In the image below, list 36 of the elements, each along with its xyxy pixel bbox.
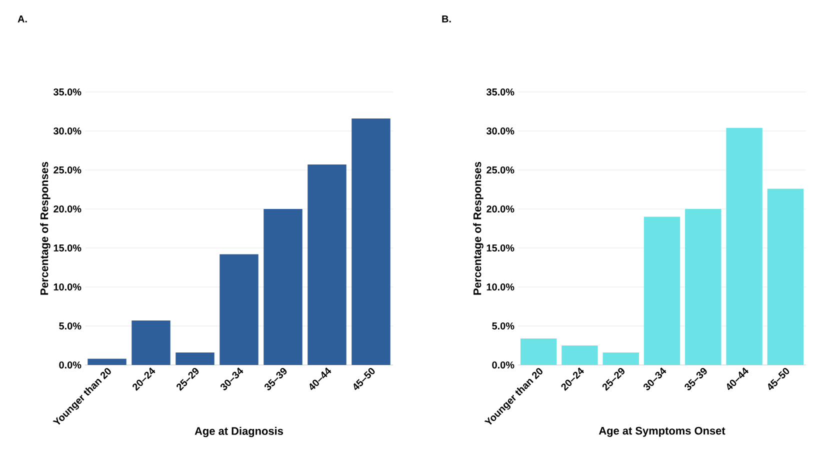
bar (685, 208, 722, 365)
bar (767, 188, 804, 365)
bar (264, 208, 302, 365)
bar (602, 352, 639, 365)
y-tick-label: 30.0% (486, 127, 514, 135)
y-tick-label: 35.0% (486, 88, 514, 96)
y-tick-label: 15.0% (486, 244, 514, 252)
y-tick-label: 35.0% (53, 88, 82, 96)
y-tick-label: 5.0% (492, 322, 514, 330)
y-tick-label: 0.0% (59, 361, 82, 369)
y-tick-label: 25.0% (54, 166, 82, 174)
bar (726, 128, 762, 365)
bar (220, 254, 258, 365)
y-tick-label: 20.0% (486, 205, 514, 213)
bar (132, 320, 170, 365)
x-axis-title: Age at Symptoms Onset (598, 426, 726, 437)
y-tick-label: 0.0% (492, 361, 514, 369)
bar (88, 358, 126, 365)
bar (352, 118, 390, 365)
y-tick-label: 10.0% (486, 283, 514, 291)
y-tick-label: 5.0% (59, 322, 82, 330)
y-tick-label: 20.0% (54, 205, 82, 213)
bar (308, 164, 346, 365)
chart-title: B. (442, 16, 451, 22)
y-tick-label: 30.0% (53, 127, 82, 135)
bar (520, 338, 557, 365)
y-tick-label: 25.0% (486, 166, 514, 174)
x-axis-title: Age at Diagnosis (194, 426, 283, 438)
chart-title: A. (18, 16, 27, 22)
y-tick-label: 10.0% (54, 283, 82, 291)
bar (644, 216, 680, 365)
bar (176, 352, 214, 365)
bar (562, 345, 598, 365)
y-axis-title: Percentage of Responses (40, 162, 50, 295)
y-axis-title: Percentage of Responses (473, 162, 484, 295)
y-tick-label: 15.0% (54, 244, 82, 252)
